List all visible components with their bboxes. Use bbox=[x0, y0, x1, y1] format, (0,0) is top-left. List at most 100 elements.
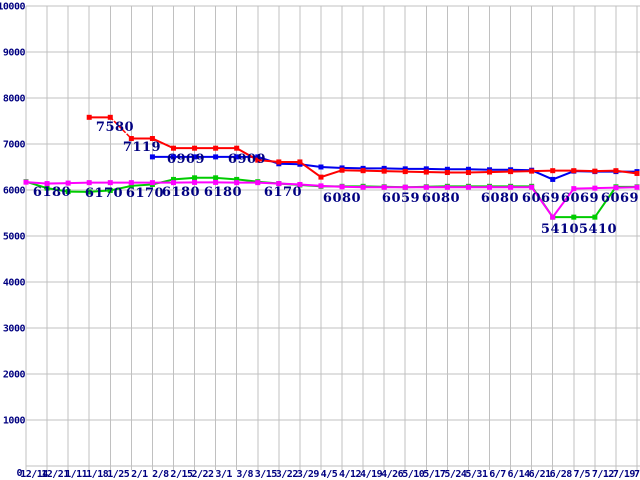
price-annotation: 7119 bbox=[123, 140, 161, 155]
data-point-marker bbox=[550, 214, 556, 220]
data-point-marker bbox=[297, 159, 303, 165]
data-point-marker bbox=[213, 154, 219, 160]
x-axis-tick-label: 2/1 bbox=[131, 469, 148, 480]
x-axis-tick-label: 3/1 bbox=[215, 469, 232, 480]
series-segment bbox=[130, 183, 154, 187]
data-point-marker bbox=[529, 184, 535, 190]
price-annotation: 6080 bbox=[323, 191, 361, 206]
x-axis-tick-label: 3/8 bbox=[236, 469, 253, 480]
price-annotation: 6170 bbox=[126, 186, 164, 201]
series-segment bbox=[319, 168, 344, 179]
x-axis-tick-label: 5/24 bbox=[444, 469, 467, 480]
data-point-marker bbox=[571, 168, 577, 174]
y-axis-tick-label: 10000 bbox=[0, 2, 25, 13]
series-segment bbox=[319, 165, 344, 169]
data-point-marker bbox=[339, 167, 345, 173]
data-point-marker bbox=[465, 184, 471, 190]
series-segment bbox=[551, 169, 576, 181]
series-segment bbox=[319, 184, 344, 188]
series-segment bbox=[88, 189, 112, 193]
series-segment bbox=[109, 116, 133, 140]
x-axis-tick-label: 7/26 bbox=[634, 469, 640, 480]
series-segment bbox=[235, 178, 259, 183]
data-point-marker bbox=[487, 184, 493, 190]
data-point-marker bbox=[571, 186, 577, 192]
data-point-marker bbox=[44, 181, 50, 187]
price-annotation: 6909 bbox=[167, 152, 205, 167]
data-point-marker bbox=[402, 184, 408, 190]
data-point-marker bbox=[529, 168, 535, 174]
data-point-marker bbox=[613, 185, 619, 191]
series-segment bbox=[593, 185, 618, 219]
series-segment bbox=[277, 182, 301, 186]
price-annotation: 6069 bbox=[561, 191, 599, 206]
data-point-marker bbox=[508, 169, 514, 175]
data-point-marker bbox=[170, 145, 176, 151]
data-point-marker bbox=[234, 154, 240, 160]
x-axis-tick-label: 2/8 bbox=[152, 469, 169, 480]
price-annotation: 6170 bbox=[85, 186, 123, 201]
x-axis-tick-label: 4/5 bbox=[321, 469, 338, 480]
x-axis-tick-label: 1/11 bbox=[65, 469, 88, 480]
data-point-marker bbox=[128, 136, 134, 142]
price-annotation: 5410 bbox=[579, 222, 617, 237]
price-annotation: 6170 bbox=[264, 185, 302, 200]
data-point-marker bbox=[234, 176, 240, 182]
x-axis-tick-label: 2/22 bbox=[192, 469, 215, 480]
price-annotation: 7580 bbox=[96, 120, 134, 135]
data-point-marker bbox=[86, 180, 92, 186]
data-point-marker bbox=[149, 180, 155, 186]
price-annotation: 6059 bbox=[382, 191, 420, 206]
data-point-marker bbox=[550, 176, 556, 182]
y-axis-labels: 0 1000 2000 3000 4000 5000 6000 7000 8000 9000 100… bbox=[0, 2, 26, 480]
x-axis-tick-label: 2/15 bbox=[170, 469, 193, 480]
y-axis-tick-label: 6000 bbox=[3, 186, 26, 197]
data-point-marker bbox=[318, 183, 324, 189]
data-point-marker bbox=[487, 169, 493, 175]
x-axis-tick-label: 1/25 bbox=[107, 469, 130, 480]
y-axis-tick-label: 2000 bbox=[3, 370, 26, 381]
data-point-marker bbox=[192, 175, 198, 181]
data-point-marker bbox=[360, 184, 366, 190]
data-point-marker bbox=[213, 179, 219, 185]
x-axis-tick-label: 6/14 bbox=[508, 469, 531, 480]
y-axis-tick-label: 9000 bbox=[3, 48, 26, 59]
series-segment bbox=[551, 187, 576, 219]
data-point-marker bbox=[423, 169, 429, 175]
data-point-marker bbox=[634, 170, 640, 176]
data-point-marker bbox=[23, 179, 29, 185]
price-annotation: 6069 bbox=[601, 191, 639, 206]
x-axis-tick-label: 5/31 bbox=[465, 469, 488, 480]
data-point-marker bbox=[128, 183, 134, 189]
data-point-marker bbox=[339, 184, 345, 190]
data-point-marker bbox=[255, 157, 261, 163]
x-axis-tick-label: 3/22 bbox=[276, 469, 299, 480]
data-point-marker bbox=[465, 166, 471, 172]
series-segment bbox=[298, 183, 323, 187]
price-annotation: 6080 bbox=[481, 191, 519, 206]
data-point-marker bbox=[107, 187, 113, 193]
data-point-marker bbox=[276, 159, 282, 165]
series-segment bbox=[45, 187, 70, 193]
data-point-marker bbox=[107, 180, 113, 186]
data-point-marker bbox=[107, 114, 113, 120]
series-segment bbox=[109, 184, 133, 192]
data-point-marker bbox=[465, 170, 471, 176]
data-point-marker bbox=[423, 184, 429, 190]
data-point-marker bbox=[213, 175, 219, 181]
series-segment bbox=[172, 176, 196, 181]
series-segment bbox=[614, 169, 639, 175]
data-point-marker bbox=[550, 168, 556, 174]
price-annotation: 6069 bbox=[522, 191, 560, 206]
series-segment bbox=[530, 185, 555, 219]
series-segment bbox=[256, 159, 280, 164]
x-axis-tick-label: 12/21 bbox=[41, 469, 69, 480]
data-point-marker bbox=[170, 154, 176, 160]
data-point-marker bbox=[234, 145, 240, 151]
y-axis-tick-label: 3000 bbox=[3, 324, 26, 335]
data-point-marker bbox=[571, 214, 577, 220]
y-axis-tick-label: 0 bbox=[16, 468, 22, 479]
data-point-marker bbox=[170, 180, 176, 186]
